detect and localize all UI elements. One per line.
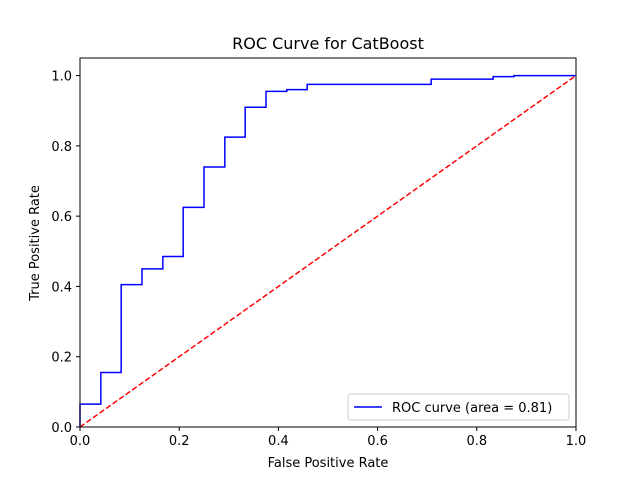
y-tick-label: 1.0 <box>51 70 72 85</box>
legend-label: ROC curve (area = 0.81) <box>392 401 552 416</box>
x-axis-label: False Positive Rate <box>268 456 389 471</box>
x-tick-label: 0.6 <box>367 434 388 449</box>
x-tick-label: 1.0 <box>566 434 587 449</box>
y-axis: 0.0 0.2 0.4 0.6 0.8 1.0 <box>51 70 80 436</box>
x-tick-label: 0.8 <box>466 434 487 449</box>
y-axis-label: True Positive Rate <box>28 185 43 302</box>
chance-diagonal-line <box>79 74 577 428</box>
x-tick-label: 0.4 <box>268 434 289 449</box>
y-tick-label: 0.8 <box>51 140 72 155</box>
plot-frame <box>79 57 577 428</box>
legend-frame <box>347 393 570 421</box>
roc-curve-line <box>79 74 576 427</box>
chart-title: ROC Curve for CatBoost <box>232 34 424 53</box>
y-tick-label: 0.6 <box>51 210 72 225</box>
x-tick-label: 0.0 <box>70 434 91 449</box>
x-tick-label: 0.2 <box>169 434 190 449</box>
y-tick-label: 0.2 <box>51 351 72 366</box>
legend: ROC curve (area = 0.81) <box>347 393 570 421</box>
series-layer <box>79 74 577 428</box>
x-axis: 0.0 0.2 0.4 0.6 0.8 1.0 <box>70 427 587 449</box>
y-tick-label: 0.4 <box>51 280 72 295</box>
y-tick-label: 0.0 <box>51 421 72 436</box>
plot-area <box>79 57 577 428</box>
